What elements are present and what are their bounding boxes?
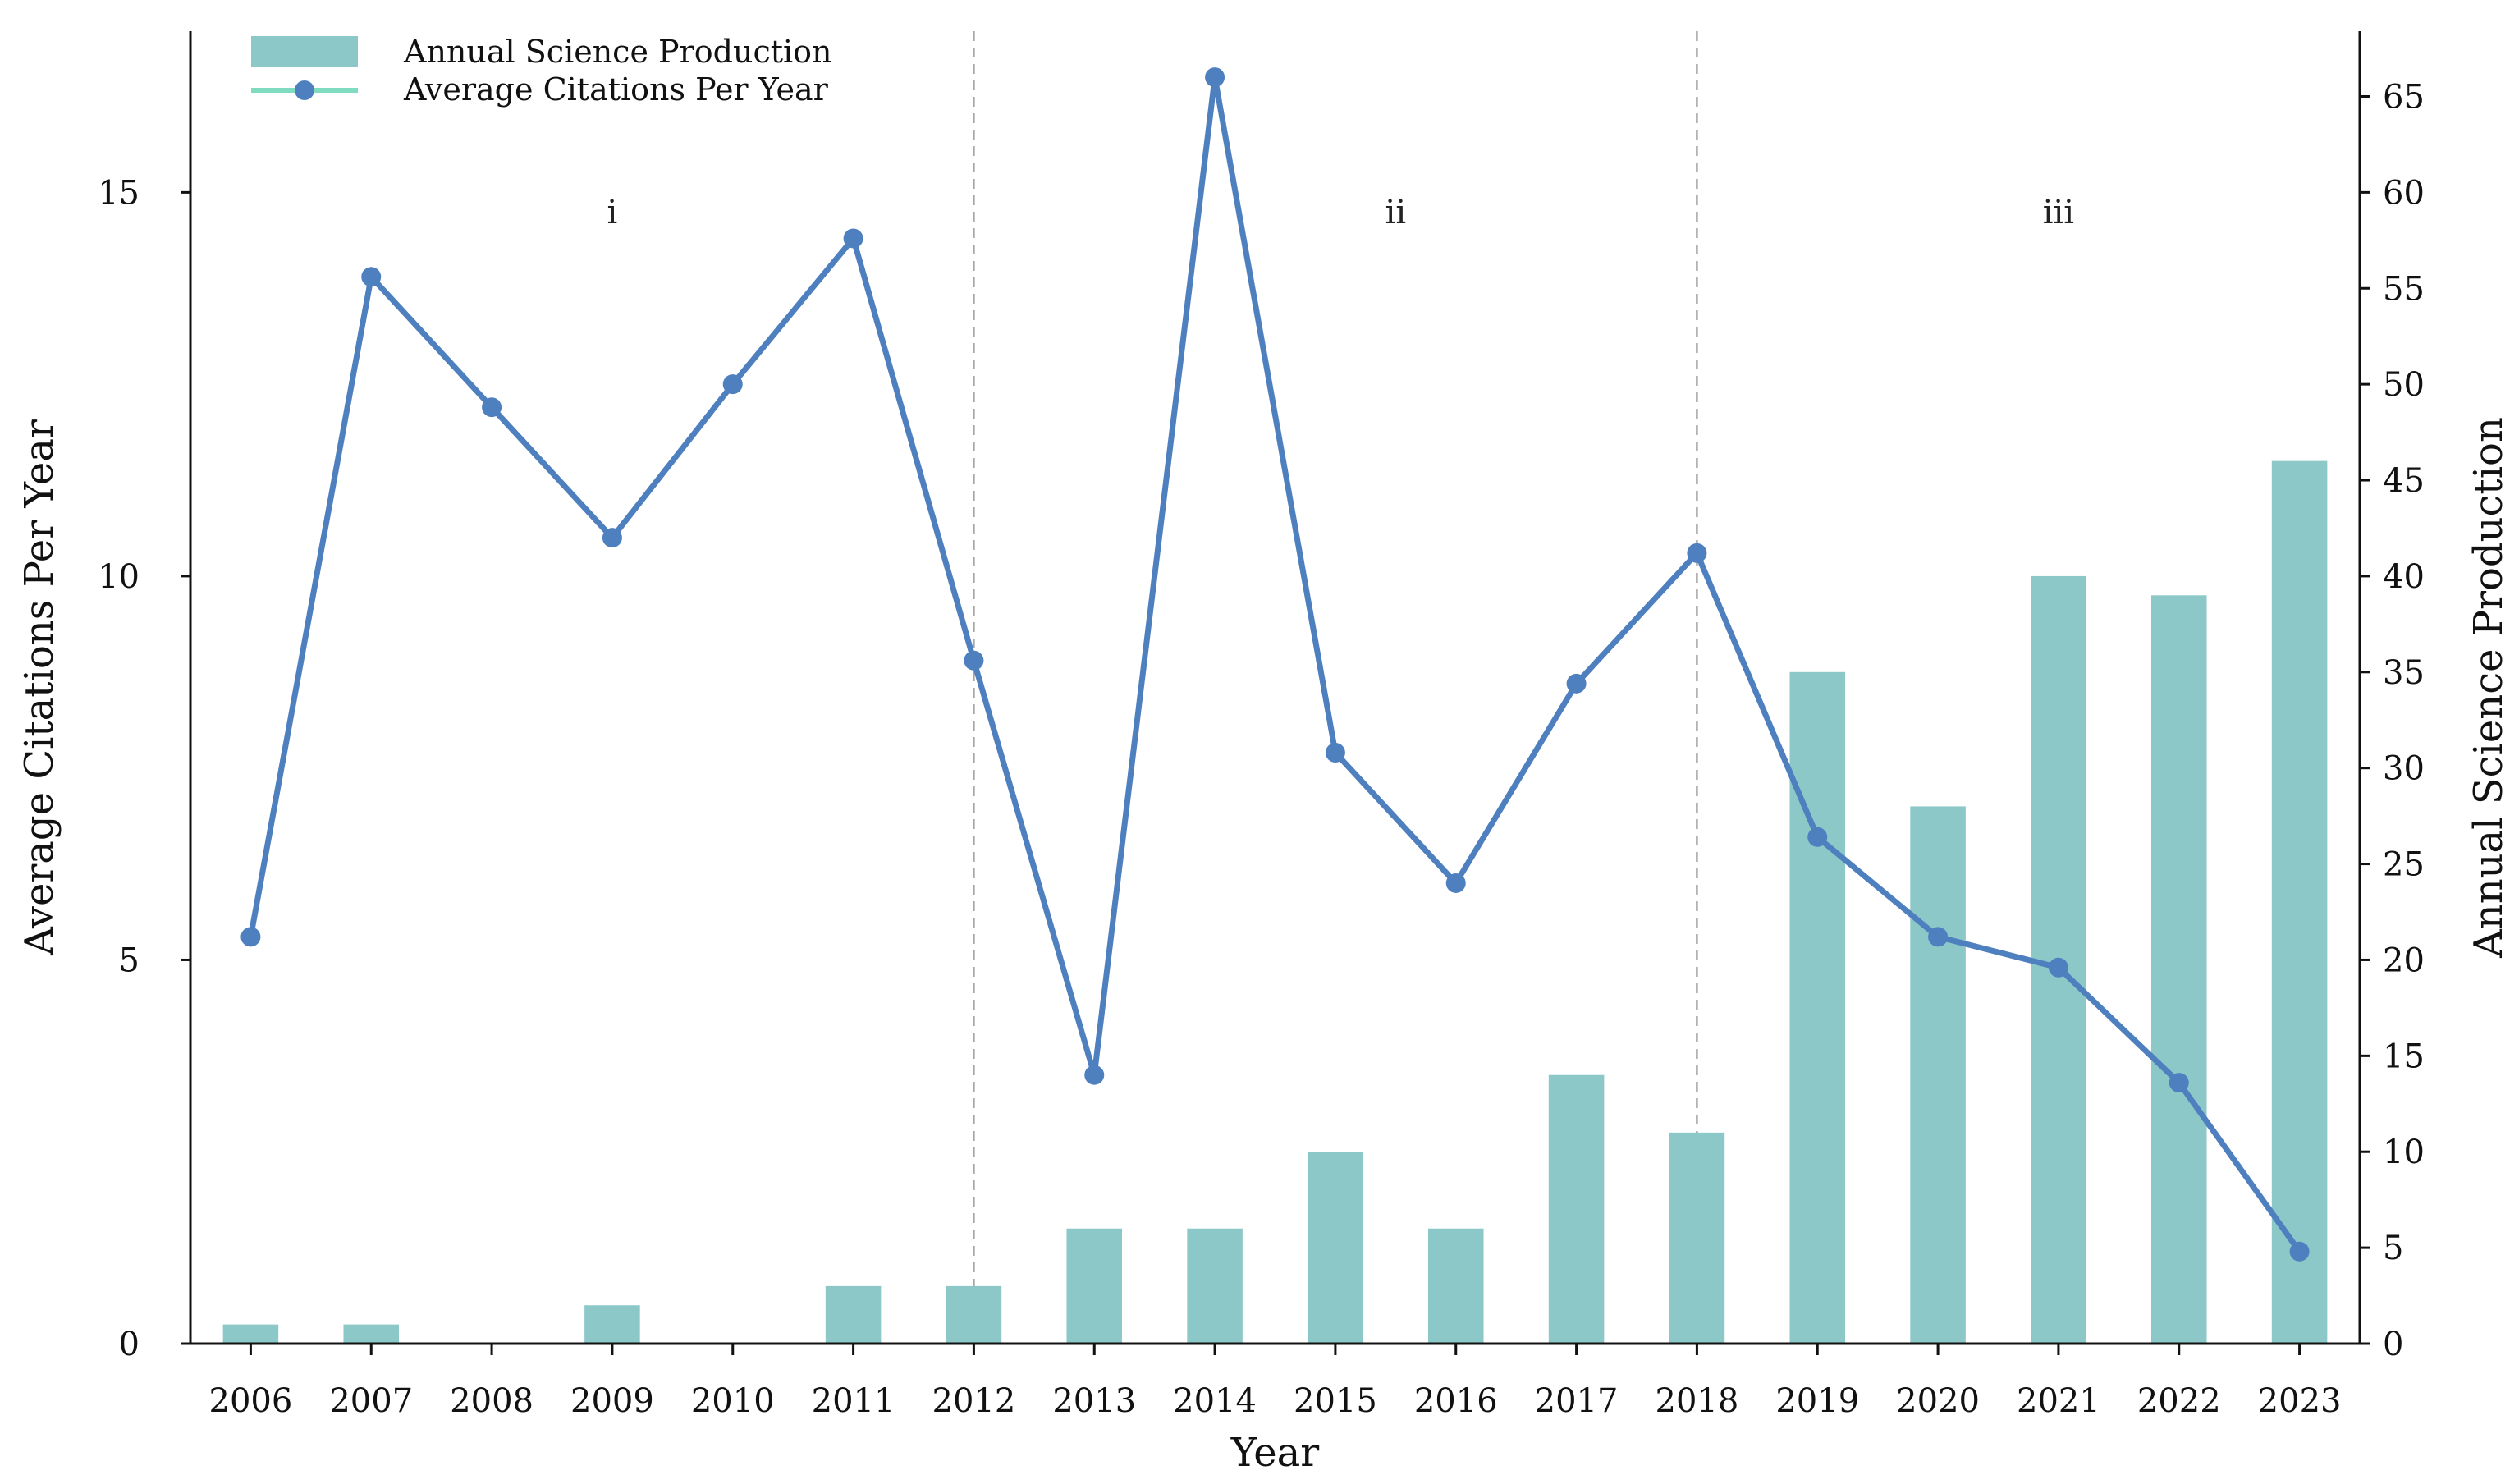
y-right-tick-label-10: 10 [2383, 1134, 2425, 1171]
legend-swatch-marker [295, 80, 314, 100]
bar-2009 [584, 1305, 640, 1344]
y-axis-right-title: Annual Science Production [2466, 417, 2512, 959]
legend-label-annual-science-production: Annual Science Production [403, 34, 832, 70]
x-tick-label-2021: 2021 [2017, 1382, 2100, 1420]
bar-2023 [2271, 460, 2328, 1344]
axes: 0 5 10 15 0 5 10 15 20 25 30 35 40 45 50 55 60 65 2006 2007… [98, 31, 2425, 1420]
y-right-tick-label-50: 50 [2383, 366, 2425, 404]
bar-2014 [1187, 1228, 1243, 1344]
y-right-tick-label-40: 40 [2383, 558, 2425, 596]
x-tick-label-2011: 2011 [812, 1382, 895, 1420]
point-2006 [240, 927, 261, 947]
phase-labels: i ii iii [607, 194, 2075, 231]
x-tick-label-2007: 2007 [329, 1382, 413, 1420]
x-tick-label-2008: 2008 [450, 1382, 534, 1420]
point-2020 [1928, 927, 1949, 947]
x-tick-label-2018: 2018 [1656, 1382, 1739, 1420]
bar-2018 [1669, 1132, 1725, 1344]
point-2012 [964, 650, 984, 671]
bar-2007 [343, 1324, 400, 1344]
x-tick-label-2020: 2020 [1896, 1382, 1980, 1420]
point-2018 [1687, 543, 1707, 563]
x-tick-label-2019: 2019 [1775, 1382, 1859, 1420]
phase-label-ii: ii [1385, 194, 1407, 231]
bar-2012 [946, 1285, 1002, 1344]
y-right-tick-label-55: 55 [2383, 270, 2425, 308]
point-2008 [482, 397, 502, 418]
y-right-tick-label-35: 35 [2383, 654, 2425, 692]
y-axis-left-title: Average Citations Per Year [16, 419, 62, 956]
point-2021 [2048, 957, 2068, 978]
y-right-tick-label-60: 60 [2383, 174, 2425, 212]
y-right-tick-label-45: 45 [2383, 462, 2425, 500]
x-tick-label-2012: 2012 [932, 1382, 1016, 1420]
legend-label-average-citations: Average Citations Per Year [403, 71, 829, 108]
point-2022 [2169, 1073, 2189, 1093]
y-left-tick-label-10: 10 [98, 558, 140, 596]
x-tick-label-2006: 2006 [209, 1382, 293, 1420]
y-left-tick-label-0: 0 [119, 1326, 140, 1363]
phase-label-i: i [607, 194, 618, 231]
bar-2020 [1910, 806, 1966, 1344]
y-right-tick-label-20: 20 [2383, 941, 2425, 979]
legend: Annual Science Production Average Citati… [251, 34, 832, 108]
x-tick-label-2014: 2014 [1173, 1382, 1257, 1420]
bar-2016 [1427, 1228, 1484, 1344]
point-2013 [1084, 1065, 1105, 1085]
x-tick-label-2009: 2009 [570, 1382, 654, 1420]
point-2007 [361, 267, 382, 287]
bar-2006 [222, 1324, 279, 1344]
phase-label-iii: iii [2043, 194, 2074, 231]
point-2011 [843, 228, 863, 249]
point-2010 [722, 374, 743, 395]
y-right-tick-label-0: 0 [2383, 1326, 2403, 1363]
x-tick-label-2016: 2016 [1414, 1382, 1498, 1420]
x-tick-label-2013: 2013 [1052, 1382, 1136, 1420]
x-tick-label-2010: 2010 [691, 1382, 775, 1420]
x-tick-label-2017: 2017 [1535, 1382, 1619, 1420]
point-2023 [2289, 1241, 2310, 1262]
y-left-tick-label-15: 15 [98, 174, 140, 212]
point-2019 [1807, 827, 1828, 847]
point-2009 [602, 528, 622, 548]
citation-line [247, 74, 2303, 1255]
y-right-tick-label-65: 65 [2383, 78, 2425, 116]
y-right-tick-label-25: 25 [2383, 846, 2425, 884]
x-axis-title: Year [1230, 1430, 1320, 1476]
x-tick-label-2015: 2015 [1294, 1382, 1377, 1420]
point-2014 [1205, 67, 1225, 88]
x-tick-label-2022: 2022 [2137, 1382, 2221, 1420]
bar-2015 [1308, 1152, 1363, 1344]
line-series-average-citations [240, 67, 2310, 1262]
bar-2022 [2150, 595, 2207, 1344]
bar-2013 [1066, 1228, 1123, 1344]
y-right-tick-label-15: 15 [2383, 1037, 2425, 1075]
point-2015 [1325, 742, 1345, 763]
bar-2019 [1789, 671, 1846, 1344]
y-right-tick-label-30: 30 [2383, 750, 2425, 788]
bar-2017 [1548, 1074, 1605, 1344]
bar-series-annual-science-production [222, 460, 2328, 1344]
y-left-tick-label-5: 5 [119, 941, 140, 979]
point-2017 [1566, 673, 1587, 694]
point-2016 [1445, 873, 1466, 893]
legend-swatch-bar [251, 36, 358, 67]
bar-2011 [825, 1285, 882, 1344]
y-right-tick-label-5: 5 [2383, 1230, 2403, 1267]
x-tick-label-2023: 2023 [2258, 1382, 2342, 1420]
phase-dividers [973, 31, 1698, 1344]
